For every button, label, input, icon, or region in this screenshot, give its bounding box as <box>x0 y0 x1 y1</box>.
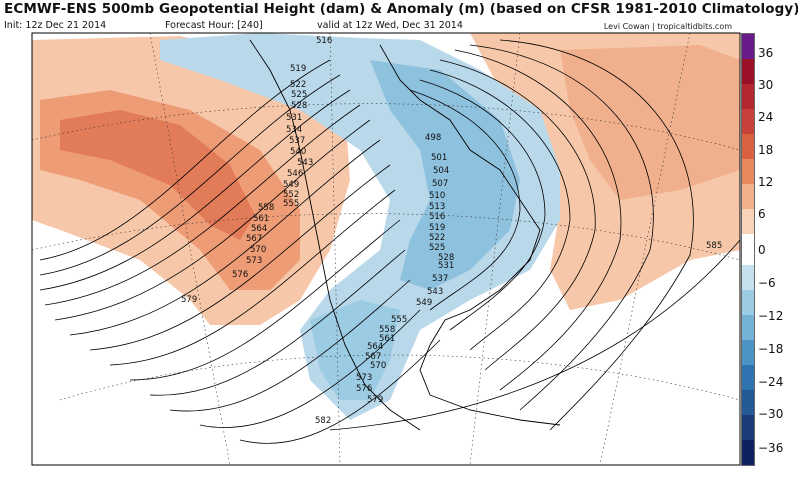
valid-time: valid at 12z Wed, Dec 31 2014 <box>317 20 463 31</box>
colorbar-segment <box>742 415 754 440</box>
contour-label: 519 <box>290 64 306 74</box>
colorbar-segment <box>742 209 754 234</box>
colorbar-tick: 12 <box>758 175 774 189</box>
contour-label: 549 <box>283 180 299 190</box>
contour-label: 561 <box>253 214 269 224</box>
colorbar-segment <box>742 340 754 365</box>
anomaly-colorbar <box>741 33 755 466</box>
contour-label: 567 <box>246 234 262 244</box>
colorbar-tick: 6 <box>758 207 766 221</box>
contour-label: 558 <box>258 203 274 213</box>
anomaly-positive-atlantic-core <box>560 45 740 200</box>
colorbar-segment <box>742 159 754 184</box>
colorbar-tick: 30 <box>758 78 774 92</box>
contour-label: 576 <box>356 384 372 394</box>
contour-label: 582 <box>315 416 331 426</box>
contour-label: 579 <box>181 295 197 305</box>
contour-label: 501 <box>431 153 447 163</box>
colorbar-segment <box>742 234 754 265</box>
contour-label: 570 <box>250 245 266 255</box>
contour-label: 522 <box>290 80 306 90</box>
contour-label: 504 <box>433 166 449 176</box>
contour-label: 561 <box>379 334 395 344</box>
colorbar-segment <box>742 59 754 84</box>
contour-label: 558 <box>379 325 395 335</box>
colorbar-tick: −24 <box>758 375 784 389</box>
contour-label: 573 <box>246 256 262 266</box>
colorbar-segment <box>742 290 754 315</box>
colorbar-segment <box>742 184 754 209</box>
graticule <box>32 33 740 465</box>
contour-label: 510 <box>429 191 445 201</box>
chart-title: ECMWF-ENS 500mb Geopotential Height (dam… <box>4 1 798 17</box>
contour-label: 525 <box>291 90 307 100</box>
init-time: Init: 12z Dec 21 2014 <box>4 20 107 31</box>
contour-label: 549 <box>416 298 432 308</box>
colorbar-segment <box>742 265 754 290</box>
contour-label: 570 <box>370 361 386 371</box>
contour-label: 543 <box>427 287 443 297</box>
contour-label: 516 <box>316 36 332 46</box>
contour-label: 513 <box>429 202 445 212</box>
contour-label: 528 <box>291 101 307 111</box>
contour-label: 564 <box>367 342 383 352</box>
anomaly-negative-ca <box>310 300 400 400</box>
colorbar-segment <box>742 390 754 415</box>
colorbar-segment <box>742 134 754 159</box>
colorbar-segment <box>742 84 754 109</box>
contour-label-group: 516 519 522 525 528 531 534 537 540 543 … <box>181 36 722 426</box>
colorbar-tick: 18 <box>758 143 774 157</box>
height-contours <box>39 39 740 444</box>
contour-label: 585 <box>706 241 722 251</box>
colorbar-segment <box>742 315 754 340</box>
colorbar-segment <box>742 34 754 59</box>
contour-label: 537 <box>432 274 448 284</box>
colorbar-tick: −30 <box>758 407 784 421</box>
contour-label: 525 <box>429 243 445 253</box>
contour-label: 567 <box>365 352 381 362</box>
contour-label: 552 <box>283 190 299 200</box>
credit-text: Levi Cowan | tropicaltidbits.com <box>603 22 732 31</box>
coastlines <box>249 39 561 431</box>
colorbar-tick: −6 <box>758 276 776 290</box>
contour-label: 498 <box>425 133 441 143</box>
contour-label: 528 <box>438 253 454 263</box>
contour-label: 516 <box>429 212 445 222</box>
colorbar-tick: −12 <box>758 309 784 323</box>
contour-label: 576 <box>232 270 248 280</box>
contour-label: 522 <box>429 233 445 243</box>
contour-label: 531 <box>438 261 454 271</box>
colorbar-tick: 0 <box>758 243 766 257</box>
colorbar-tick: 24 <box>758 110 774 124</box>
contour-label: 564 <box>251 224 267 234</box>
contour-label: 555 <box>391 315 407 325</box>
contour-label: 507 <box>432 179 448 189</box>
contour-label: 573 <box>356 373 372 383</box>
colorbar-tick: −36 <box>758 441 784 455</box>
colorbar-segment <box>742 365 754 390</box>
colorbar-tick: 36 <box>758 46 774 60</box>
contour-label: 540 <box>290 147 306 157</box>
map-frame <box>31 32 741 466</box>
contour-label: 555 <box>283 199 299 209</box>
colorbar-segment <box>742 440 754 465</box>
contour-label: 537 <box>289 136 305 146</box>
anomaly-positive-pacific-max <box>60 110 255 240</box>
contour-label: 519 <box>429 223 445 233</box>
contour-label: 546 <box>287 169 303 179</box>
contour-label: 531 <box>286 113 302 123</box>
colorbar-tick: −18 <box>758 342 784 356</box>
anomaly-negative-na-core <box>370 60 520 290</box>
contour-label: 579 <box>367 395 383 405</box>
colorbar-segment <box>742 109 754 134</box>
forecast-hour: Forecast Hour: [240] <box>165 20 263 31</box>
contour-label: 534 <box>286 125 302 135</box>
contour-label: 543 <box>297 158 313 168</box>
